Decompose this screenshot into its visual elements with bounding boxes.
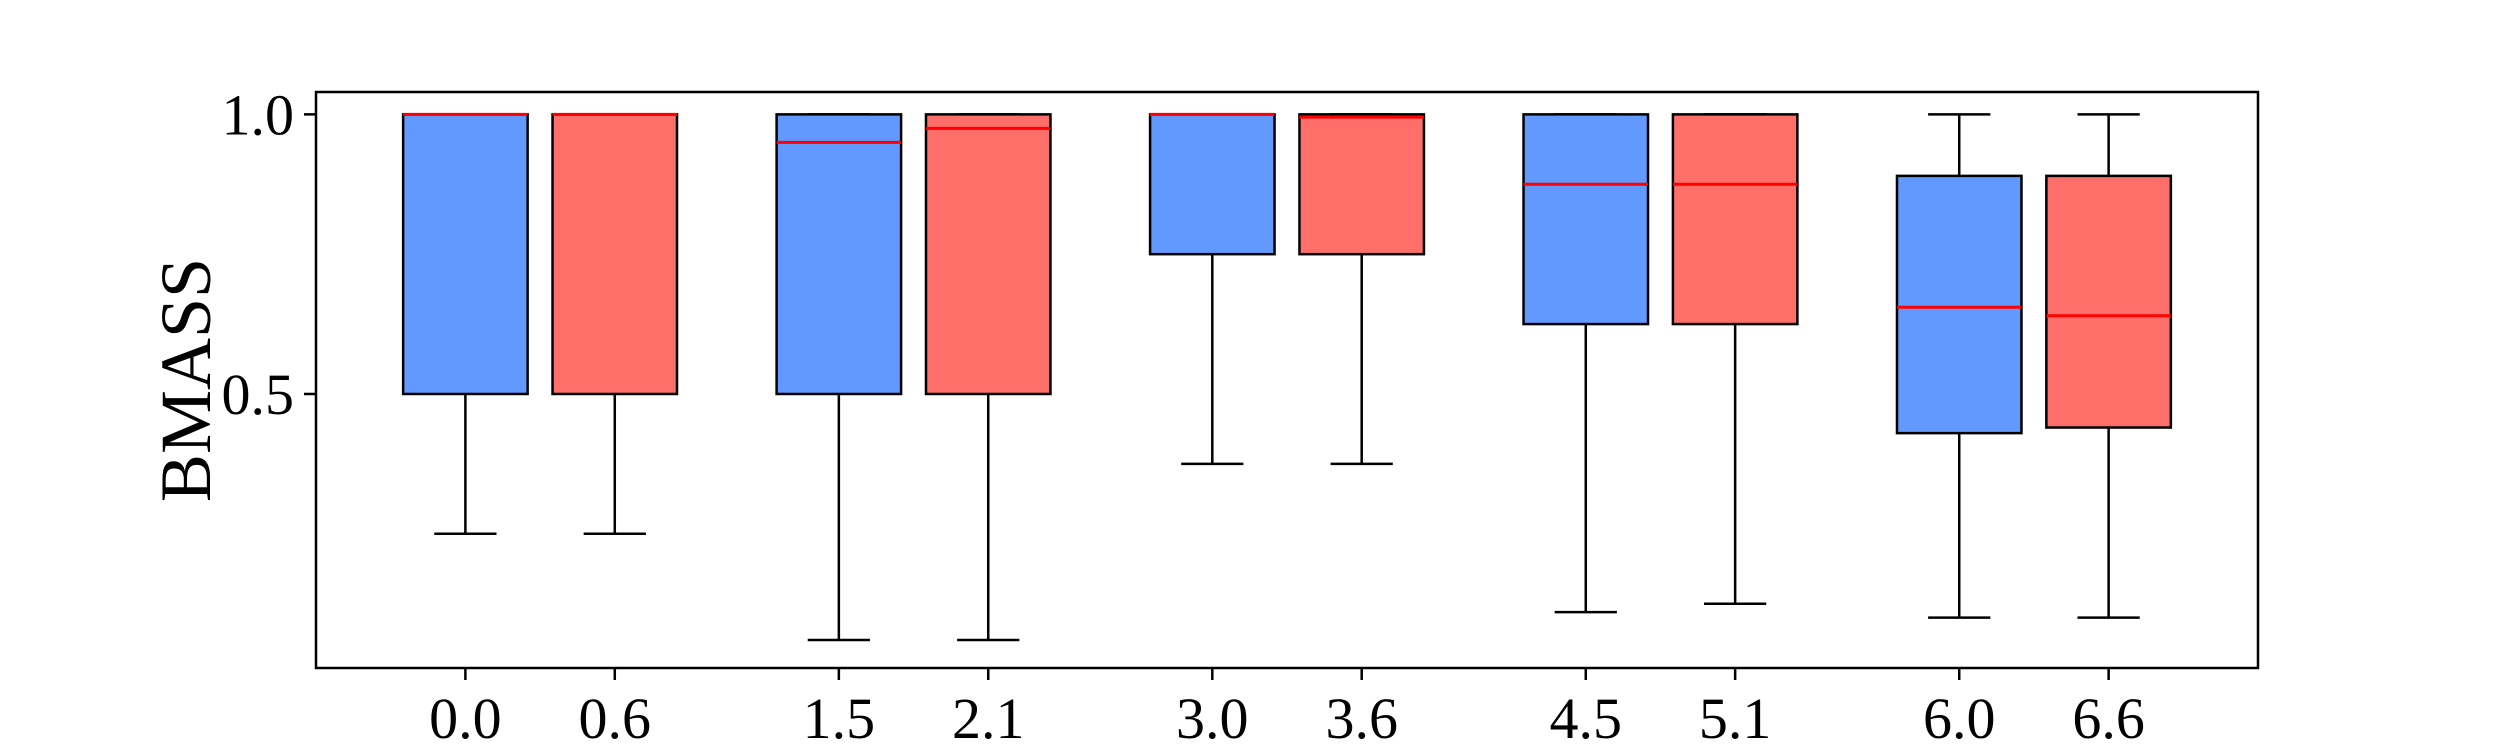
box-2.1 — [924, 113, 1052, 642]
box-6.6 — [2045, 113, 2173, 619]
box-1.5 — [775, 113, 903, 642]
box-body — [1522, 113, 1650, 326]
x-tick-label: 1.5 — [803, 686, 876, 750]
y-tick-label: 1.0 — [222, 82, 295, 147]
box-body — [1148, 113, 1276, 256]
box-6.0 — [1895, 113, 2023, 619]
box-body — [401, 113, 529, 396]
box-body — [924, 113, 1052, 396]
box-3.0 — [1148, 112, 1276, 466]
box-0.6 — [551, 112, 679, 536]
y-tick-label: 0.5 — [222, 362, 295, 427]
box-body — [551, 113, 679, 396]
y-axis: 0.5 1.0 — [222, 82, 316, 427]
x-tick-label: 2.1 — [952, 686, 1025, 750]
boxes-layer — [401, 112, 2173, 642]
x-tick-label: 4.5 — [1550, 686, 1623, 750]
box-body — [2045, 174, 2173, 429]
box-body — [1298, 113, 1426, 256]
plot-area-frame — [314, 90, 2260, 670]
x-tick-label: 3.0 — [1176, 686, 1249, 750]
box-body — [775, 113, 903, 396]
x-tick-label: 6.6 — [2072, 686, 2145, 750]
box-0.0 — [401, 112, 529, 536]
x-axis: 0.0 0.6 1.5 2.1 3.0 3.6 4.5 5.1 6.0 6.6 — [429, 668, 2145, 750]
box-4.5 — [1522, 113, 1650, 614]
box-body — [1895, 174, 2023, 435]
x-tick-label: 0.0 — [429, 686, 502, 750]
x-tick-label: 6.0 — [1923, 686, 1996, 750]
box-5.1 — [1671, 113, 1799, 605]
y-axis-label: BMASS — [146, 258, 226, 502]
x-tick-label: 0.6 — [579, 686, 652, 750]
box-body — [1671, 113, 1799, 326]
x-tick-label: 3.6 — [1325, 686, 1398, 750]
box-3.6 — [1298, 113, 1426, 466]
x-tick-label: 5.1 — [1699, 686, 1772, 750]
